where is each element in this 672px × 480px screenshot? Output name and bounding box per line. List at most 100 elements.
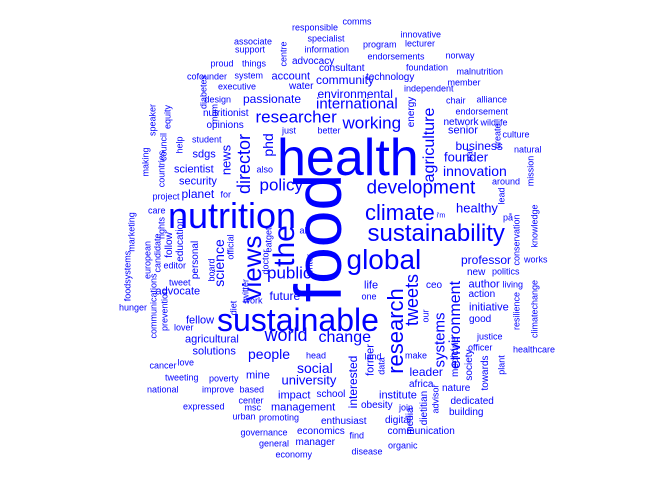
cloud-word: climate <box>365 200 435 225</box>
cloud-word: chair <box>446 95 466 106</box>
cloud-word: media <box>405 407 417 435</box>
cloud-word: institute <box>379 389 417 402</box>
cloud-word: solutions <box>192 345 236 358</box>
cloud-word: social <box>297 360 333 376</box>
cloud-word: associate <box>234 36 273 47</box>
cloud-word: leader <box>409 365 443 379</box>
cloud-word: eatget <box>263 227 274 253</box>
cloud-word: interested <box>345 355 360 409</box>
cloud-word: general <box>259 438 290 449</box>
cloud-word: manager <box>295 437 335 448</box>
cloud-word: world <box>264 325 308 345</box>
cloud-word: doctor <box>260 249 271 275</box>
cloud-word: around <box>492 176 521 187</box>
cloud-word: find <box>349 430 365 441</box>
cloud-word: senior <box>448 124 478 137</box>
cloud-word: researcher <box>255 107 337 127</box>
cloud-word: writer <box>304 254 315 276</box>
cloud-word: center <box>238 395 264 406</box>
cloud-word: officer <box>468 342 493 353</box>
cloud-word: follow <box>163 232 175 258</box>
cloud-word: dietitian <box>419 390 431 426</box>
cloud-word: msc <box>244 402 262 413</box>
cloud-word: works <box>524 254 548 265</box>
cloud-word: professor <box>461 253 512 267</box>
cloud-word: systems <box>431 312 449 368</box>
cloud-word: author <box>468 278 500 291</box>
cloud-word: equity <box>162 104 173 130</box>
cloud-word: student <box>192 134 222 145</box>
cloud-word: poverty <box>209 373 239 384</box>
cloud-word: agricultural <box>185 333 239 346</box>
cloud-word: security <box>179 175 217 188</box>
cloud-word: director <box>234 133 255 195</box>
cloud-word: education <box>175 218 187 262</box>
cloud-word: sustainable <box>217 302 379 338</box>
cloud-word: our <box>420 309 431 323</box>
cloud-word: good <box>469 314 492 325</box>
cloud-word: towards <box>480 355 492 391</box>
cloud-word: for <box>220 189 232 200</box>
cloud-word: climatechange <box>529 279 540 339</box>
cloud-word: mom <box>209 104 220 124</box>
cloud-word: endorsements <box>367 51 425 62</box>
cloud-word: better <box>317 125 341 136</box>
cloud-word: work <box>243 295 263 306</box>
cloud-word: communication <box>387 426 455 437</box>
cloud-word: organic <box>388 440 418 451</box>
cloud-word: resilience <box>511 291 522 331</box>
cloud-word: official <box>225 234 236 260</box>
cloud-word: wildlife <box>480 117 508 128</box>
cloud-word: healthcare <box>513 344 556 355</box>
cloud-word: cancer <box>149 360 177 371</box>
cloud-word: personal <box>190 240 202 280</box>
cloud-word: founder <box>444 149 489 165</box>
cloud-word: malnutrition <box>456 66 504 77</box>
cloud-word: mine <box>246 369 270 382</box>
cloud-word: countries <box>156 150 167 188</box>
cloud-word: på <box>503 212 514 223</box>
cloud-word: endorsement <box>455 106 509 117</box>
cloud-word: new <box>467 267 486 278</box>
cloud-word: urban <box>232 411 256 422</box>
cloud-word: design <box>204 94 232 105</box>
cloud-word: hunger <box>119 302 148 313</box>
cloud-word: support <box>235 44 266 55</box>
cloud-word: based <box>239 384 265 395</box>
cloud-word: project <box>152 191 180 202</box>
cloud-word: executive <box>218 81 257 92</box>
cloud-word: foundation <box>406 62 449 73</box>
cloud-word: impact <box>278 389 311 402</box>
cloud-word: information <box>304 44 350 55</box>
cloud-word: independent <box>404 83 454 94</box>
cloud-word: comms <box>342 16 372 27</box>
cloud-word: things <box>242 58 267 69</box>
cloud-word: building <box>449 407 484 418</box>
cloud-word: sdgs <box>192 148 216 161</box>
cloud-word: also <box>256 164 274 175</box>
cloud-word: news <box>218 144 234 176</box>
cloud-word: diet <box>228 300 239 316</box>
cloud-word: diabetes <box>198 74 209 110</box>
cloud-word: working <box>342 113 402 133</box>
cloud-word: norway <box>445 50 475 61</box>
cloud-word: natural <box>514 144 542 155</box>
cloud-word: university <box>281 372 337 388</box>
cloud-word: the <box>267 225 301 267</box>
cloud-word: phd <box>260 133 277 157</box>
cloud-word: centre <box>278 41 289 67</box>
cloud-word: planet <box>181 187 215 201</box>
cloud-word: tweet <box>169 277 191 288</box>
cloud-word: politics <box>492 266 520 277</box>
cloud-word: head <box>306 350 327 361</box>
cloud-word: foodsystems <box>122 250 133 302</box>
cloud-word: development <box>366 177 476 199</box>
cloud-word: responsible <box>292 22 339 33</box>
cloud-word: justice <box>477 331 503 342</box>
cloud-word: agriculture <box>420 107 438 183</box>
cloud-word: innovation <box>443 163 507 179</box>
cloud-word: policy <box>259 175 303 195</box>
cloud-word: advisor <box>430 384 441 414</box>
cloud-word: ceo <box>426 280 443 291</box>
cloud-word: alliance <box>476 94 508 105</box>
